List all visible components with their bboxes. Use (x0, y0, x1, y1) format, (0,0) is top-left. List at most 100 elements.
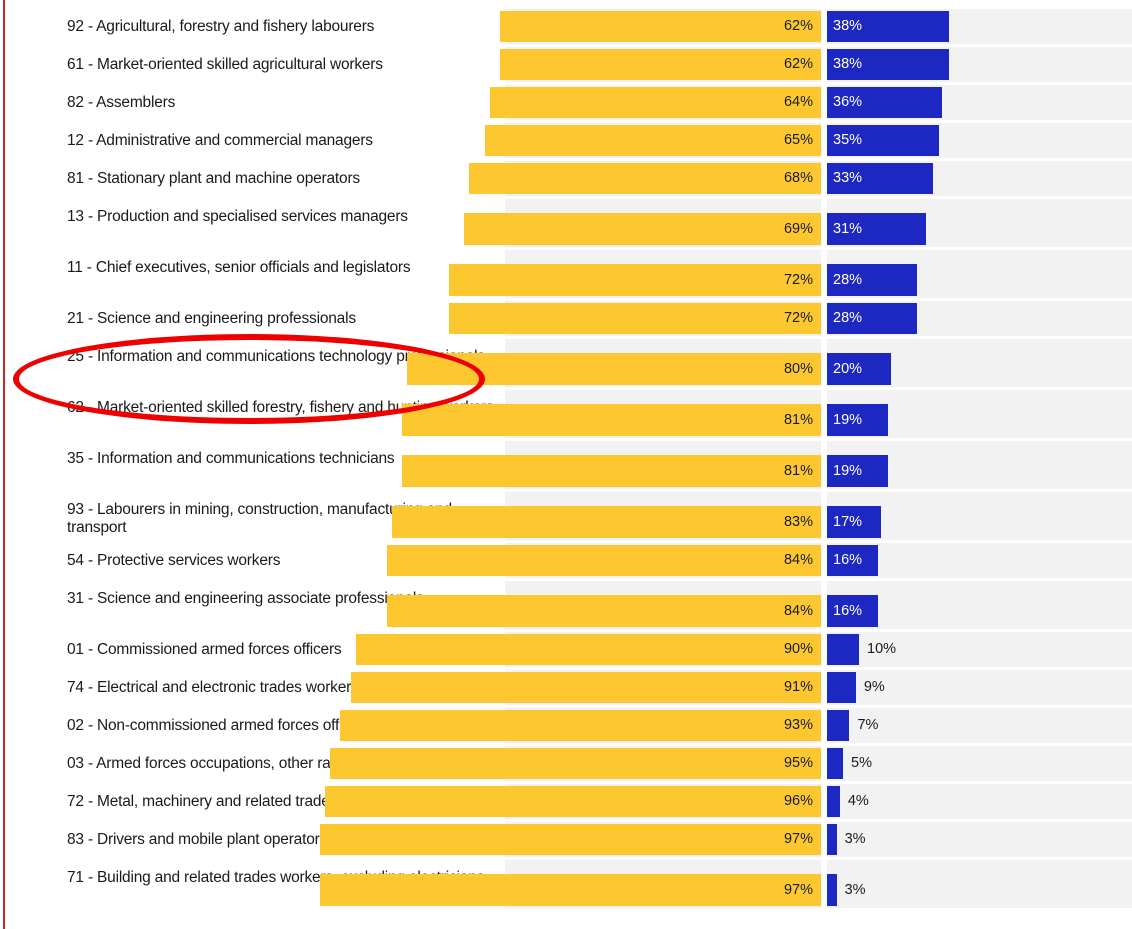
bar-left-series (490, 87, 821, 118)
value-label-left: 65% (783, 132, 813, 148)
value-label-right: 28% (833, 310, 863, 326)
category-label: 12 - Administrative and commercial manag… (67, 131, 373, 149)
bar-left-series (340, 710, 821, 741)
value-label-left: 69% (783, 220, 813, 237)
category-label: 01 - Commissioned armed forces officers (67, 640, 342, 658)
value-label-left: 81% (783, 411, 813, 428)
chart-row: 35 - Information and communications tech… (0, 441, 1132, 489)
chart-row: 31 - Science and engineering associate p… (0, 581, 1132, 629)
category-label: 31 - Science and engineering associate p… (67, 590, 424, 607)
bar-track-right (827, 708, 1132, 743)
chart-row: 61 - Market-oriented skilled agricultura… (0, 47, 1132, 82)
value-label-left: 81% (783, 462, 813, 479)
chart-row: 12 - Administrative and commercial manag… (0, 123, 1132, 158)
bar-right-series (827, 213, 927, 245)
category-label: 92 - Agricultural, forestry and fishery … (67, 17, 375, 35)
value-label-left: 97% (783, 881, 813, 898)
value-label-left: 95% (783, 755, 813, 771)
bar-right-series (827, 303, 917, 334)
value-label-left: 68% (783, 170, 813, 186)
chart-row: 92 - Agricultural, forestry and fishery … (0, 9, 1132, 44)
chart-row: 54 - Protective services workers 84% 16% (0, 543, 1132, 578)
value-label-right: 3% (844, 831, 866, 847)
category-label: 81 - Stationary plant and machine operat… (67, 169, 360, 187)
bar-track-right (827, 670, 1132, 705)
value-label-left: 62% (783, 56, 813, 72)
value-label-right: 17% (833, 513, 863, 530)
value-label-left: 72% (783, 271, 813, 288)
category-label: 54 - Protective services workers (67, 551, 281, 569)
value-label-left: 84% (783, 602, 813, 619)
bar-right-series (827, 786, 840, 817)
value-label-right: 35% (833, 132, 863, 148)
bar-right-series (827, 353, 892, 385)
frame-border (3, 0, 5, 929)
category-label: 35 - Information and communications tech… (67, 450, 395, 467)
chart-row: 62 - Market-oriented skilled forestry, f… (0, 390, 1132, 438)
value-label-right: 4% (847, 793, 869, 809)
chart-row: 11 - Chief executives, senior officials … (0, 250, 1132, 298)
value-label-left: 93% (783, 717, 813, 733)
value-label-left: 91% (783, 679, 813, 695)
value-label-right: 3% (844, 881, 866, 898)
bar-left-series (464, 213, 821, 245)
bar-right-series (827, 748, 844, 779)
category-label: 21 - Science and engineering professiona… (67, 309, 356, 327)
chart-row: 81 - Stationary plant and machine operat… (0, 161, 1132, 196)
bar-right-series (827, 163, 933, 194)
value-label-right: 19% (833, 411, 863, 428)
chart-row: 83 - Drivers and mobile plant operators 9… (0, 822, 1132, 857)
value-label-right: 31% (833, 220, 863, 237)
value-label-right: 38% (833, 56, 863, 72)
value-label-right: 20% (833, 360, 863, 377)
bar-right-series (827, 264, 917, 296)
bar-track-right (827, 632, 1132, 667)
chart-row: 82 - Assemblers 64% 36% (0, 85, 1132, 120)
bar-left-series (391, 506, 821, 538)
bar-right-series (827, 11, 949, 42)
bar-right-series (827, 49, 949, 80)
bar-right-series (827, 595, 879, 627)
bar-left-series (484, 125, 821, 156)
value-label-right: 16% (833, 552, 863, 568)
bar-track-right (827, 784, 1132, 819)
chart-row: 01 - Commissioned armed forces officers 9… (0, 632, 1132, 667)
bar-left-series (402, 404, 821, 436)
category-label: 13 - Production and specialised services… (67, 208, 408, 225)
bar-right-series (827, 634, 860, 665)
value-label-right: 28% (833, 271, 863, 288)
chart-row: 74 - Electrical and electronic trades wo… (0, 670, 1132, 705)
value-label-left: 80% (783, 360, 813, 377)
bar-right-series (827, 404, 888, 436)
bar-right-series (827, 506, 882, 538)
bar-right-series (827, 824, 837, 855)
category-label: 74 - Electrical and electronic trades wo… (67, 678, 359, 696)
bar-left-series (386, 545, 821, 576)
bar-left-series (319, 824, 821, 855)
value-label-left: 84% (783, 552, 813, 568)
bar-left-series (355, 634, 821, 665)
chart-row: 71 - Building and related trades workers… (0, 860, 1132, 908)
value-label-left: 97% (783, 831, 813, 847)
bar-left-series (500, 11, 821, 42)
category-label: 93 - Labourers in mining, construction, … (67, 501, 452, 536)
bar-left-series (350, 672, 821, 703)
bar-right-series (827, 87, 943, 118)
category-label: 03 - Armed forces occupations, other ran… (67, 754, 355, 772)
value-label-left: 96% (783, 793, 813, 809)
category-label: 72 - Metal, machinery and related trades… (67, 792, 395, 810)
value-label-left: 62% (783, 18, 813, 34)
category-label: 83 - Drivers and mobile plant operators (67, 830, 328, 848)
bar-track-right (827, 746, 1132, 781)
bar-left-series (500, 49, 821, 80)
category-label: 02 - Non-commissioned armed forces offic… (67, 716, 371, 734)
value-label-right: 36% (833, 94, 863, 110)
bar-right-series (827, 455, 888, 487)
value-label-right: 33% (833, 170, 863, 186)
bar-right-series (827, 710, 850, 741)
chart-row: 72 - Metal, machinery and related trades… (0, 784, 1132, 819)
value-label-right: 7% (857, 717, 879, 733)
bar-left-series (402, 455, 821, 487)
category-label: 11 - Chief executives, senior officials … (67, 259, 411, 276)
chart-row: 03 - Armed forces occupations, other ran… (0, 746, 1132, 781)
